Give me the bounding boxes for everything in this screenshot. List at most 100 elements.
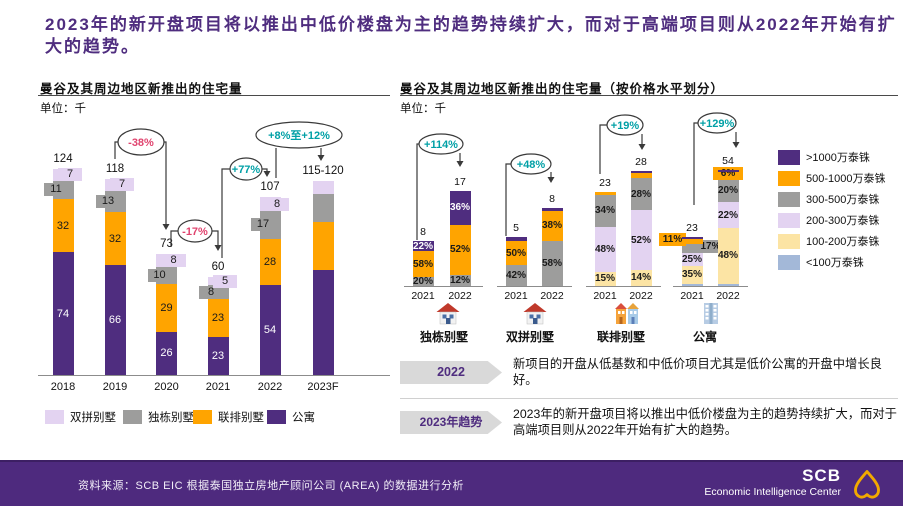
left-unit-label: 单位：千	[40, 103, 86, 115]
price-legend-item: 300-500万泰铢	[778, 191, 879, 207]
bar-segment	[104, 212, 126, 266]
category-label: 联排别墅	[596, 330, 645, 344]
insight-separator	[400, 398, 898, 399]
total-label: 73	[160, 237, 173, 250]
bar-segment	[156, 283, 177, 332]
left-chart-title: 曼谷及其周边地区新推出的住宅量	[40, 82, 243, 96]
segment-label: 8	[265, 197, 289, 211]
axis-label: 2021	[504, 290, 528, 302]
segment-label: 36%	[449, 202, 470, 214]
house-icon	[523, 302, 547, 325]
segment-label: 29	[160, 301, 173, 314]
bar-segment	[681, 236, 703, 239]
group-baseline	[404, 286, 483, 287]
insight-text-2022: 新项目的开盘从低基数和中低价项目尤其是低价公寓的开盘中增长良好。	[513, 357, 882, 388]
bar-segment	[717, 202, 739, 228]
axis-label: 2019	[102, 381, 128, 393]
bar-segment	[312, 194, 334, 223]
segment-callout: 11%	[659, 232, 686, 246]
bar-segment	[412, 251, 434, 278]
segment-label: 66	[108, 314, 122, 327]
bar-segment	[630, 173, 652, 179]
total-label: 107	[260, 181, 280, 194]
bar-segment	[312, 270, 334, 375]
bar-segment	[717, 169, 739, 173]
total-label: 60	[211, 261, 225, 274]
bar-segment	[630, 171, 652, 174]
legend-swatch	[193, 410, 212, 424]
bar-segment	[717, 227, 739, 284]
scb-logo-subtext: Economic Intelligence Center	[704, 485, 841, 498]
axis-label: 2023F	[307, 381, 339, 393]
bar-segment	[259, 238, 281, 286]
bar-segment	[52, 252, 74, 375]
bar-segment	[505, 265, 527, 286]
scb-logo-icon	[851, 469, 883, 501]
scb-logo-text: SCB	[802, 466, 841, 485]
legend-label: 300-500万泰铢	[806, 194, 880, 206]
bar-segment	[630, 269, 652, 286]
axis-label: 2020	[154, 381, 179, 393]
segment-label: 17	[251, 218, 275, 232]
right-chart-title: 曼谷及其周边地区新推出的住宅量（按价格水平划分）	[400, 82, 725, 96]
price-legend-item: 500-1000万泰铢	[778, 170, 886, 186]
bar-segment	[681, 265, 703, 284]
segment-label: 5	[213, 274, 237, 288]
legend-label: 200-300万泰铢	[806, 215, 880, 227]
segment-label: 28%	[630, 188, 651, 200]
axis-label: 2021	[593, 290, 617, 302]
slide-title: 2023年的新开盘项目将以推出中低价楼盘为主的趋势持续扩大，而对于高端项目则从2…	[45, 15, 897, 57]
segment-label: 52%	[630, 234, 651, 246]
segment-label: 58%	[541, 257, 562, 269]
axis-label: 2022	[629, 290, 653, 302]
segment-label: 23	[211, 349, 225, 362]
price-legend-item: 200-300万泰铢	[778, 212, 879, 228]
bar-segment	[681, 244, 703, 254]
bar-segment	[156, 331, 177, 375]
bar-segment	[630, 178, 652, 211]
segment-label: 48%	[594, 243, 615, 255]
segment-label: 26	[160, 347, 173, 360]
bar-segment	[207, 336, 229, 375]
source-text: 资料来源：SCB EIC 根据泰国独立房地产顾问公司 (AREA) 的数据进行分…	[78, 480, 464, 492]
bar-segment	[541, 207, 563, 211]
price-legend-item: >1000万泰铢	[778, 149, 870, 165]
bar-segment	[207, 298, 229, 337]
bar-segment	[541, 210, 563, 241]
brand-block: SCB Economic Intelligence Center	[704, 466, 841, 498]
segment-label: 25%	[681, 253, 702, 265]
segment-label: 13	[96, 195, 120, 209]
total-label: 17	[454, 175, 466, 188]
segment-label: 20%	[717, 185, 738, 197]
price-legend-item: 100-200万泰铢	[778, 233, 879, 249]
segment-label: 35%	[681, 269, 702, 281]
bar-segment	[541, 240, 563, 286]
bar-segment	[630, 210, 652, 270]
bar-segment	[594, 194, 616, 227]
insight-badge-2023: 2023年趋势	[400, 411, 502, 434]
legend-swatch	[778, 149, 800, 165]
left-axis-baseline	[38, 375, 390, 376]
segment-label: 48%	[717, 250, 738, 262]
segment-label: 34%	[594, 205, 615, 217]
rowhouse-icon	[614, 302, 639, 325]
bar-segment	[594, 226, 616, 272]
bar-segment	[681, 283, 703, 286]
segment-label: 42%	[505, 270, 526, 282]
segment-label: 52%	[449, 244, 470, 256]
group-baseline	[497, 286, 572, 287]
bar-segment	[717, 283, 739, 286]
bar-segment	[505, 237, 527, 241]
bar-segment	[505, 240, 527, 266]
legend-label: 联排别墅	[218, 412, 264, 424]
legend-item: 联排别墅	[193, 409, 264, 425]
segment-label: 7	[110, 178, 134, 192]
legend-swatch	[267, 410, 286, 424]
total-label: 115-120	[302, 164, 344, 177]
left-title-rule	[38, 95, 390, 96]
axis-label: 2022	[540, 290, 564, 302]
category-label: 独栋别墅	[419, 330, 468, 344]
axis-label: 2022	[716, 290, 740, 302]
total-label: 23	[686, 221, 698, 234]
segment-label: 8	[161, 253, 186, 267]
